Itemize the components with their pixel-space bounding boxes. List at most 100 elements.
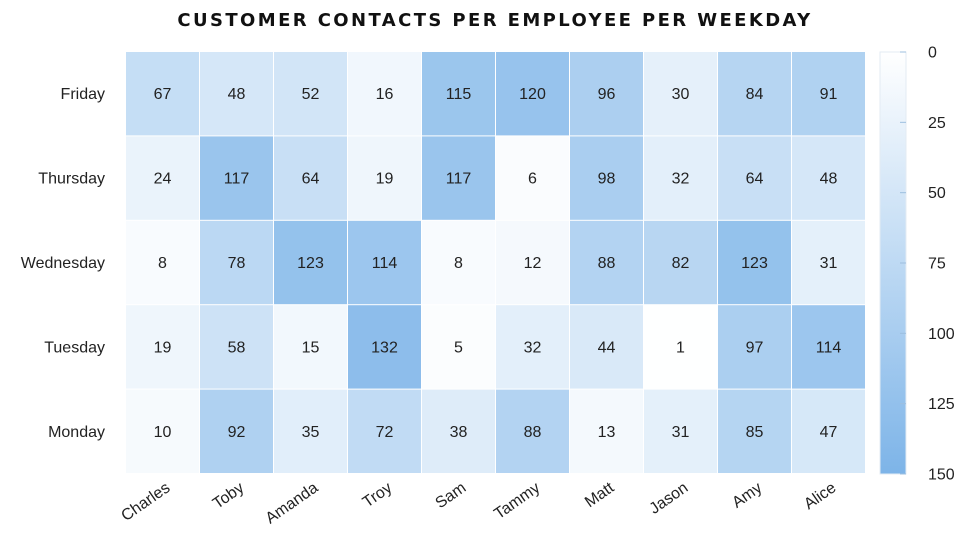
- heatmap-cell: [644, 136, 717, 220]
- cell-value-label: 72: [376, 424, 394, 441]
- cell-value-label: 123: [741, 255, 768, 272]
- heatmap-cell: [718, 220, 791, 305]
- cell-value-label: 30: [672, 86, 690, 103]
- heatmap-cell: [126, 220, 199, 305]
- cell-value-label: 64: [302, 171, 320, 188]
- cell-value-label: 82: [672, 255, 690, 272]
- heatmap-cell: [126, 52, 199, 136]
- cell-value-label: 85: [746, 424, 764, 441]
- cell-value-label: 64: [746, 171, 764, 188]
- color-scale-ticks: 0 25 50 75 100 125 150: [900, 45, 955, 484]
- cell-value-label: 24: [154, 171, 172, 188]
- cell-value-label: 114: [816, 339, 842, 356]
- heatmap-cell: [570, 52, 643, 136]
- heatmap-cell: [496, 136, 569, 220]
- cell-value-label: 32: [672, 171, 690, 188]
- heatmap-cell: [718, 52, 791, 136]
- cell-value-label: 48: [228, 86, 246, 103]
- chart-title: CUSTOMER CONTACTS PER EMPLOYEE PER WEEKD…: [177, 10, 813, 31]
- column-label: Alice: [801, 479, 839, 513]
- heatmap-cell: [496, 52, 569, 136]
- heatmap-cell: [126, 389, 199, 473]
- heatmap-cell: [792, 136, 865, 220]
- color-scale-tick-label: 0: [928, 45, 937, 62]
- column-labels: Charles Toby Amanda Troy Sam Tammy Matt Jason Am…: [118, 479, 839, 527]
- column-label: Troy: [360, 479, 395, 511]
- row-label: Wednesday: [21, 255, 105, 272]
- cell-value-label: 31: [820, 255, 838, 272]
- color-scale-tick-label: 150: [928, 467, 955, 484]
- heatmap-cell: [348, 305, 421, 389]
- heatmap-cell: [644, 220, 717, 305]
- cell-value-label: 8: [454, 255, 463, 272]
- cell-value-label: 16: [376, 86, 394, 103]
- heatmap-cell: [496, 389, 569, 473]
- cell-value-label: 1: [676, 339, 685, 356]
- column-label: Matt: [582, 479, 618, 511]
- cell-value-label: 58: [228, 339, 246, 356]
- heatmap-cell: [792, 52, 865, 136]
- column-label: Jason: [647, 479, 692, 517]
- heatmap-cell: [126, 136, 199, 220]
- heatmap-cell: [570, 305, 643, 389]
- cell-value-label: 97: [746, 339, 764, 356]
- heatmap-cell: [718, 305, 791, 389]
- cell-value-label: 96: [598, 86, 616, 103]
- cell-value-label: 13: [598, 424, 616, 441]
- cell-value-label: 88: [598, 255, 616, 272]
- heatmap-cell: [274, 389, 347, 473]
- heatmap-cell: [200, 52, 273, 136]
- cell-value-label: 38: [450, 424, 468, 441]
- heatmap-cell: [792, 305, 865, 389]
- heatmap-cell: [422, 220, 495, 305]
- heatmap-cell: [570, 389, 643, 473]
- color-scale-tick-label: 50: [928, 185, 946, 202]
- cell-value-label: 10: [154, 424, 172, 441]
- heatmap-cell: [422, 305, 495, 389]
- heatmap-cell: [496, 220, 569, 305]
- cell-value-label: 67: [154, 86, 172, 103]
- heatmap-cell: [348, 389, 421, 473]
- cell-value-label: 117: [224, 171, 250, 188]
- heatmap-cell: [792, 389, 865, 473]
- color-scale-tick-label: 100: [928, 326, 955, 343]
- cell-value-label: 32: [524, 339, 542, 356]
- cell-value-label: 12: [524, 255, 542, 272]
- heatmap-cell: [274, 220, 347, 305]
- cell-value-label: 19: [376, 171, 394, 188]
- color-scale-legend: 0 25 50 75 100 125 150: [879, 45, 955, 484]
- cell-value-label: 47: [820, 424, 838, 441]
- row-label: Monday: [48, 424, 105, 441]
- heatmap-cell: [792, 220, 865, 305]
- cell-value-label: 5: [454, 339, 463, 356]
- cell-value-label: 123: [297, 255, 324, 272]
- cell-value-label: 132: [371, 339, 398, 356]
- column-label: Sam: [433, 479, 470, 512]
- row-label: Tuesday: [44, 339, 105, 356]
- heatmap-cell: [348, 136, 421, 220]
- cell-value-label: 52: [302, 86, 320, 103]
- heatmap-cell: [422, 389, 495, 473]
- heatmap-cell: [718, 389, 791, 473]
- heatmap-cell: [422, 136, 495, 220]
- cell-value-label: 120: [519, 86, 546, 103]
- row-label: Thursday: [38, 171, 105, 188]
- heatmap-cell: [348, 220, 421, 305]
- heatmap-cell: [422, 52, 495, 136]
- heatmap-cell: [274, 305, 347, 389]
- heatmap-cell: [644, 389, 717, 473]
- cell-value-label: 15: [302, 339, 320, 356]
- cell-value-label: 114: [372, 255, 398, 272]
- column-label: Toby: [210, 479, 247, 512]
- heatmap-cell: [274, 136, 347, 220]
- color-scale-tick-label: 25: [928, 115, 946, 132]
- cell-value-label: 84: [746, 86, 764, 103]
- cell-value-label: 8: [158, 255, 167, 272]
- cell-value-label: 78: [228, 255, 246, 272]
- column-label: Amanda: [263, 479, 322, 527]
- cell-value-label: 88: [524, 424, 542, 441]
- cell-value-label: 115: [446, 86, 472, 103]
- heatmap-cell: [496, 305, 569, 389]
- cell-value-label: 117: [446, 171, 472, 188]
